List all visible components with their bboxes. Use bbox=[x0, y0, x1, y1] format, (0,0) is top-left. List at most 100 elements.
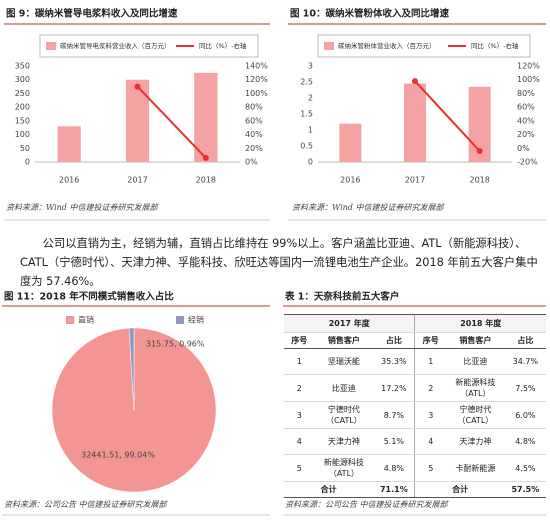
y-tick-label: 3 bbox=[308, 62, 313, 71]
line bbox=[414, 80, 481, 152]
x-tick-label: 2016 bbox=[59, 176, 79, 185]
table-cell: 天津力神 bbox=[314, 428, 374, 455]
y-tick-label: 200 bbox=[15, 103, 30, 112]
y2-tick-label: 20% bbox=[245, 144, 263, 153]
total-cell: 合计 bbox=[284, 481, 374, 498]
chart-title: 图 11：2018 年不同模式销售收入占比 bbox=[4, 291, 174, 303]
y2-tick-label: 100% bbox=[517, 75, 540, 84]
chart-title: 图 9：碳纳米管导电浆料收入及同比增速 bbox=[6, 8, 178, 20]
y2-tick-label: 80% bbox=[517, 89, 535, 98]
source: 资料来源：公司公告 中信建投证券研究发展部 bbox=[4, 500, 169, 509]
bar bbox=[125, 79, 150, 162]
table-cell: 宁德时代（CATL） bbox=[446, 401, 505, 429]
table-cell: 宁德时代（CATL） bbox=[314, 401, 374, 429]
paragraph: 公司以直销为主，经销为辅，直销占比维持在 99%以上。客户涵盖比亚迪、ATL（新… bbox=[20, 237, 538, 288]
table-cell: 34.7% bbox=[504, 348, 546, 375]
pie-slice bbox=[128, 327, 135, 411]
table-cell: 新能源科技（ATL） bbox=[314, 454, 374, 482]
y2-tick-label: 120% bbox=[245, 75, 268, 84]
y-tick-label: 150 bbox=[15, 116, 30, 125]
data-label: 315.75, 0.96% bbox=[146, 340, 205, 349]
y2-tick-label: 40% bbox=[517, 116, 535, 125]
y2-tick-label: 0% bbox=[245, 158, 258, 167]
legend-label: 直销 bbox=[78, 315, 94, 325]
table-cell: 6.0% bbox=[504, 401, 546, 429]
y-tick-label: 1 bbox=[308, 126, 313, 135]
table-cell: 4.8% bbox=[373, 454, 415, 482]
x-tick-label: 2016 bbox=[340, 176, 360, 185]
table-cell: 坚瑞沃能 bbox=[314, 348, 374, 375]
column-header: 序号 bbox=[284, 332, 315, 349]
y2-tick-label: 60% bbox=[245, 116, 263, 125]
legend-swatch bbox=[66, 316, 74, 324]
bar bbox=[404, 83, 426, 162]
y2-tick-label: 0% bbox=[517, 144, 530, 153]
y-tick-label: 350 bbox=[15, 62, 30, 71]
y2-tick-label: 140% bbox=[245, 62, 268, 71]
y2-tick-label: 20% bbox=[517, 130, 535, 139]
y-tick-label: 0.5 bbox=[300, 142, 313, 151]
table-cell: 5 bbox=[414, 454, 447, 482]
point bbox=[134, 83, 141, 90]
legend-swatch bbox=[46, 42, 56, 50]
legend-box bbox=[317, 34, 531, 58]
x-tick-label: 2017 bbox=[405, 176, 425, 185]
table-cell: 天津力神 bbox=[446, 428, 505, 455]
legend-label: 同比（%）-右轴 bbox=[471, 41, 519, 50]
table-cell: 2 bbox=[284, 374, 315, 402]
table-cell: 5.1% bbox=[373, 428, 415, 455]
table-cell: 8.7% bbox=[373, 401, 415, 429]
point bbox=[476, 148, 483, 155]
table-cell: 比亚迪 bbox=[314, 374, 374, 402]
legend-label: 经销 bbox=[188, 315, 204, 325]
y-tick-label: 1.5 bbox=[300, 110, 313, 119]
x-tick-label: 2018 bbox=[469, 176, 489, 185]
y2-tick-label: 40% bbox=[245, 130, 263, 139]
table-cell: 3 bbox=[284, 401, 315, 429]
y-tick-label: 250 bbox=[15, 89, 30, 98]
total-cell: 57.5% bbox=[504, 481, 546, 498]
x-tick-label: 2017 bbox=[127, 176, 147, 185]
table-cell: 新能源科技（ATL） bbox=[446, 374, 505, 402]
data-label: 32441.51, 99.04% bbox=[81, 451, 155, 460]
y2-tick-label: 60% bbox=[517, 103, 535, 112]
table-cell: 卡耐新能源 bbox=[446, 454, 505, 482]
total-cell: 71.1% bbox=[373, 481, 415, 498]
table-cell: 4.5% bbox=[504, 454, 546, 482]
source: 资料来源：Wind 中信建投证券研究发展部 bbox=[292, 203, 445, 212]
legend-label: 碳纳米管导电浆料营业收入（百万元） bbox=[60, 41, 171, 50]
table-cell: 2 bbox=[414, 374, 447, 402]
y-tick-label: 300 bbox=[15, 75, 30, 84]
y2-tick-label: 100% bbox=[245, 89, 268, 98]
chart-title: 图 10：碳纳米管粉体收入及同比增速 bbox=[290, 8, 450, 20]
column-header: 销售客户 bbox=[446, 332, 505, 349]
column-header: 占比 bbox=[504, 332, 546, 349]
table-cell: 1 bbox=[414, 348, 447, 375]
column-header: 销售客户 bbox=[314, 332, 374, 349]
y2-tick-label: 120% bbox=[517, 62, 540, 71]
line bbox=[136, 85, 207, 159]
y-tick-label: 0 bbox=[25, 158, 30, 167]
bar bbox=[468, 86, 491, 162]
y2-tick-label: -20% bbox=[517, 158, 538, 167]
source: 资料来源：公司公告 中信建投证券研究发展部 bbox=[285, 500, 450, 509]
legend-swatch bbox=[176, 316, 184, 324]
legend-label: 同比（%）-右轴 bbox=[199, 41, 247, 50]
point bbox=[412, 78, 418, 85]
column-header: 序号 bbox=[414, 332, 447, 349]
year-header: 2017 年度 bbox=[284, 314, 415, 333]
table-cell: 3 bbox=[414, 401, 447, 429]
y-tick-label: 2.5 bbox=[300, 78, 313, 87]
y-tick-label: 100 bbox=[15, 130, 30, 139]
table-title: 表 1：天奈科技前五大客户 bbox=[284, 291, 399, 303]
bar bbox=[194, 72, 218, 162]
table-cell: 5 bbox=[284, 454, 315, 482]
x-tick-label: 2018 bbox=[196, 176, 216, 185]
table-cell: 4.8% bbox=[504, 428, 546, 455]
year-header: 2018 年度 bbox=[414, 314, 546, 333]
table-cell: 4 bbox=[284, 428, 315, 455]
source: 资料来源：Wind 中信建投证券研究发展部 bbox=[6, 203, 159, 212]
customer-table: 2017 年度 2018 年度 序号 销售客户 占比 序号 销售客户 占比 1 坚瑞沃能 35.3%… bbox=[284, 314, 546, 498]
